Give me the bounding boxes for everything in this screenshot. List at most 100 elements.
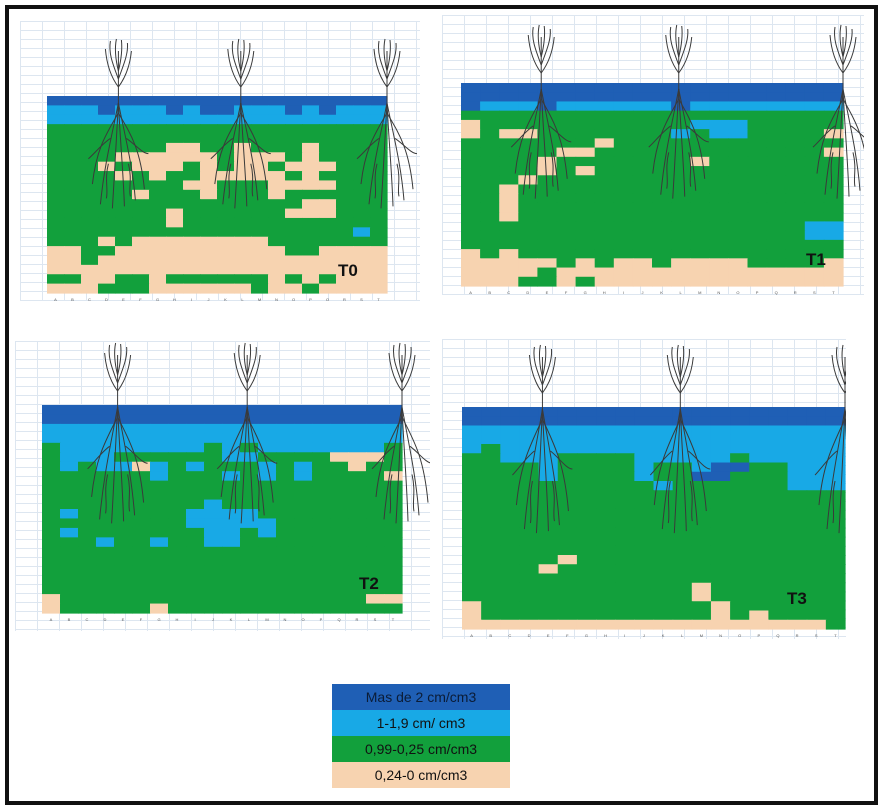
heatmap-cell — [366, 442, 385, 453]
heatmap-cell — [710, 610, 731, 621]
heatmap-cell — [499, 110, 519, 121]
heatmap-cell — [204, 537, 223, 548]
heatmap-cell — [728, 276, 749, 287]
heatmap-cell — [537, 249, 558, 259]
heatmap-cell — [710, 416, 731, 427]
column-tick-label: M — [698, 290, 701, 295]
heatmap-cell — [462, 490, 482, 501]
heatmap-cell — [168, 575, 187, 586]
heatmap-cell — [217, 255, 235, 266]
heatmap-cell — [613, 212, 634, 223]
heatmap-cell — [96, 480, 115, 491]
heatmap-cell — [787, 564, 808, 575]
heatmap-cell — [615, 527, 635, 538]
heatmap-cell — [353, 264, 371, 275]
heatmap-cell — [785, 212, 806, 223]
heatmap-cell — [200, 105, 218, 116]
heatmap-cell — [785, 276, 806, 287]
heatmap-cell — [652, 202, 672, 213]
column-tick-label: B — [488, 290, 491, 295]
heatmap-cell — [785, 258, 806, 269]
heatmap-cell — [258, 584, 277, 595]
heatmap-cell — [98, 208, 116, 219]
heatmap-cell — [556, 267, 577, 278]
heatmap-cell — [294, 565, 313, 576]
heatmap-cell — [461, 101, 481, 112]
heatmap-cell — [596, 573, 616, 584]
heatmap-cell — [168, 433, 187, 444]
heatmap-cell — [823, 249, 844, 259]
heatmap-cell — [787, 434, 808, 445]
wheat-plant-icon — [512, 344, 573, 534]
heatmap-cell — [576, 425, 597, 436]
heatmap-cell — [480, 101, 500, 112]
heatmap-cell — [709, 156, 729, 167]
heatmap-cell — [366, 499, 385, 510]
heatmap-cell — [114, 490, 133, 501]
heatmap-cell — [652, 101, 672, 112]
heatmap-cell — [200, 142, 218, 153]
heatmap-cell — [500, 508, 521, 519]
heatmap-cell — [96, 603, 115, 614]
heatmap-cell — [150, 490, 169, 501]
heatmap-cell — [285, 255, 303, 266]
heatmap-cell — [42, 603, 61, 614]
heatmap-cell — [690, 166, 710, 176]
heatmap-cell — [336, 133, 354, 144]
heatmap-cell — [671, 101, 691, 112]
heatmap-cell — [575, 175, 596, 186]
heatmap-cell — [728, 193, 749, 204]
heatmap-cell — [348, 537, 367, 548]
heatmap-cell — [78, 499, 97, 510]
heatmap-cell — [749, 444, 769, 454]
heatmap-cell — [576, 545, 597, 556]
heatmap-cell — [149, 152, 167, 163]
heatmap-cell — [258, 509, 277, 520]
column-tick-label: Q — [776, 633, 779, 638]
heatmap-cell — [480, 83, 500, 93]
heatmap-cell — [576, 490, 597, 501]
heatmap-cell — [330, 584, 349, 595]
heatmap-cell — [749, 499, 769, 510]
heatmap-cell — [671, 221, 691, 232]
heatmap-cell — [537, 101, 558, 112]
heatmap-cell — [615, 407, 635, 417]
heatmap-cell — [348, 546, 367, 557]
heatmap-cell — [728, 184, 749, 195]
heatmap-cell — [594, 101, 615, 112]
heatmap-cell — [730, 518, 750, 528]
heatmap-cell — [217, 189, 235, 200]
heatmap-cell — [518, 212, 538, 223]
heatmap-cell — [258, 594, 277, 605]
heatmap-cell — [804, 230, 825, 241]
heatmap-cell — [537, 212, 558, 223]
heatmap-cell — [348, 452, 367, 463]
heatmap-cell — [114, 603, 133, 614]
heatmap-cell — [384, 584, 403, 595]
heatmap-cell — [276, 490, 295, 501]
heatmap-cell — [615, 601, 635, 612]
heatmap-cell — [613, 175, 634, 186]
heatmap-cell — [519, 536, 540, 547]
heatmap-cell — [132, 405, 151, 416]
heatmap-cell — [319, 217, 337, 228]
heatmap-cell — [204, 546, 223, 557]
heatmap-cell — [557, 481, 578, 491]
heatmap-cell — [370, 283, 388, 294]
heatmap-cell — [47, 264, 65, 275]
heatmap-cell — [806, 536, 827, 547]
heatmap-cell — [366, 490, 385, 501]
column-tick-label: M — [258, 297, 261, 301]
heatmap-svg: A B C D E F G H I J K L M N O P Q R S TT2 — [15, 341, 430, 631]
heatmap-cell — [115, 283, 133, 294]
heatmap-cell — [168, 584, 187, 595]
heatmap-cell — [186, 509, 205, 520]
heatmap-cell — [268, 105, 286, 116]
heatmap-cell — [613, 129, 634, 139]
heatmap-cell — [114, 518, 133, 529]
heatmap-cell — [217, 180, 235, 191]
heatmap-cell — [766, 258, 787, 269]
heatmap-cell — [537, 166, 558, 176]
heatmap-cell — [461, 147, 481, 158]
heatmap-cell — [47, 124, 65, 135]
